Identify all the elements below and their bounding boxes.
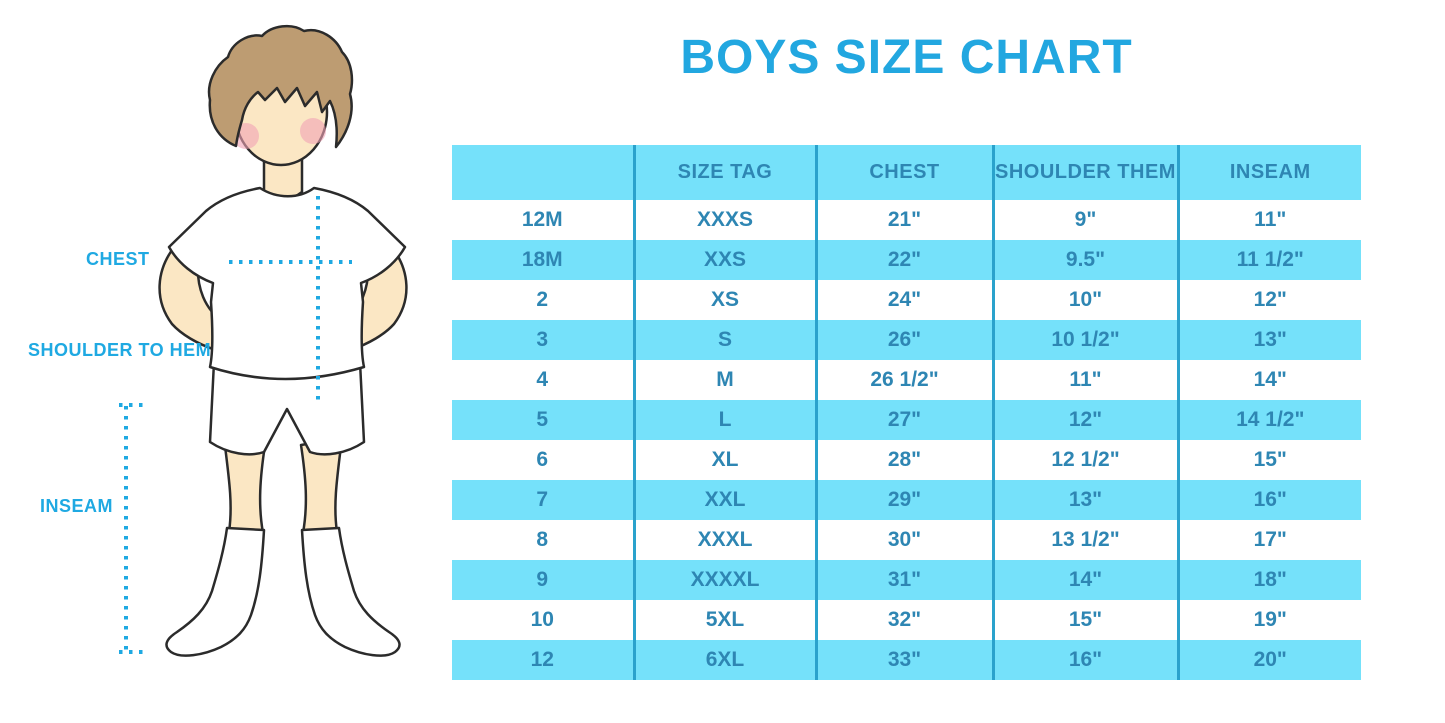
- size-cell: 26": [814, 320, 993, 360]
- size-cell: 6XL: [632, 640, 816, 680]
- size-cell: 9.5": [991, 240, 1178, 280]
- size-cell: 14 1/2": [1176, 400, 1361, 440]
- size-table-header-row: SIZE TAG CHEST SHOULDER THEM INSEAM: [452, 145, 1361, 200]
- size-cell: 6: [536, 448, 549, 471]
- size-cell: 12": [1176, 280, 1361, 320]
- size-cell: 12 1/2": [991, 440, 1178, 480]
- size-row: 18M XXS 22" 9.5" 11 1/2": [452, 240, 1361, 280]
- size-cell: 13": [1176, 320, 1361, 360]
- size-row: 8 XXXL 30" 13 1/2" 17": [452, 520, 1361, 560]
- size-row: 4 M 26 1/2" 11" 14": [452, 360, 1361, 400]
- chest-label: CHEST: [86, 249, 150, 269]
- size-cell: 17": [1176, 520, 1361, 560]
- header-cell-size-tag: SIZE TAG: [632, 145, 816, 200]
- size-cell: S: [632, 320, 816, 360]
- size-cell: 8: [536, 528, 549, 551]
- page-title: BOYS SIZE CHART: [680, 31, 1133, 84]
- size-cell: 5XL: [632, 600, 816, 640]
- size-cell: 21": [814, 200, 993, 240]
- shoulder-to-hem-label: SHOULDER TO HEM: [28, 340, 212, 360]
- size-cell: 30": [814, 520, 993, 560]
- size-row: 3 S 26" 10 1/2" 13": [452, 320, 1361, 360]
- size-row: 12M XXXS 21" 9" 11": [452, 200, 1361, 240]
- size-cell: 12": [991, 400, 1178, 440]
- size-cell: XL: [632, 440, 816, 480]
- size-row: 10 5XL 32" 15" 19": [452, 600, 1361, 640]
- size-table-body: 12M XXXS 21" 9" 11" 18M XXS 22" 9.5" 11 1/2" 2 XS 24…: [452, 200, 1361, 680]
- size-cell: 11": [991, 360, 1178, 400]
- size-cell: 3: [452, 320, 634, 360]
- boy-right-cheek: [300, 118, 326, 144]
- size-cell: 11": [1176, 200, 1361, 240]
- size-cell: 16": [1176, 480, 1361, 520]
- size-row: 9 XXXXL 31" 14" 18": [452, 560, 1361, 600]
- size-cell: M: [632, 360, 816, 400]
- size-cell: 27": [814, 400, 993, 440]
- boy-shirt: [167, 186, 407, 381]
- size-cell: 20": [1176, 640, 1361, 680]
- size-row: 2 XS 24" 10" 12": [452, 280, 1361, 320]
- size-cell: 7: [452, 480, 634, 520]
- header-cell-blank: [452, 145, 634, 200]
- size-cell: 13 1/2": [991, 520, 1178, 560]
- size-cell: 18": [1176, 560, 1361, 600]
- size-cell: XXS: [632, 240, 816, 280]
- size-cell: 22": [814, 240, 993, 280]
- boy-left-arm: [158, 244, 226, 352]
- size-cell: 13": [991, 480, 1178, 520]
- boy-hair: [207, 24, 354, 149]
- size-cell: 4: [536, 368, 549, 391]
- size-row: 12 6XL 33" 16" 20": [452, 640, 1361, 680]
- size-cell: 33": [814, 640, 993, 680]
- inseam-label: INSEAM: [40, 496, 114, 516]
- size-cell: 16": [991, 640, 1178, 680]
- size-cell: 10": [991, 280, 1178, 320]
- size-cell: 14": [991, 560, 1178, 600]
- boy-right-sock: [300, 526, 401, 657]
- size-cell: XXXS: [632, 200, 816, 240]
- size-cell: XXXL: [632, 520, 816, 560]
- size-cell: 28": [814, 440, 993, 480]
- size-cell: 26 1/2": [814, 360, 993, 400]
- size-table: SIZE TAG CHEST SHOULDER THEM INSEAM 12M X…: [452, 145, 1361, 680]
- size-cell: XS: [632, 280, 816, 320]
- size-cell: 5: [452, 400, 634, 440]
- size-row: 7 XXL 29" 13" 16": [452, 480, 1361, 520]
- size-cell: L: [632, 400, 816, 440]
- size-cell: 15": [1176, 440, 1361, 480]
- size-row: 6 XL 28" 12 1/2" 15": [452, 440, 1361, 480]
- size-cell: 31": [814, 560, 993, 600]
- boy-illustration: [119, 24, 408, 657]
- boy-shorts: [208, 360, 366, 456]
- size-cell: 11 1/2": [1176, 240, 1361, 280]
- size-cell: XXXXL: [632, 560, 816, 600]
- size-cell: 14": [1176, 360, 1361, 400]
- size-cell: 9: [452, 560, 634, 600]
- size-cell: 2: [536, 288, 549, 311]
- size-row: 5 L 27" 12" 14 1/2": [452, 400, 1361, 440]
- size-cell: 32": [814, 600, 993, 640]
- size-cell: XXL: [632, 480, 816, 520]
- size-cell: 10: [530, 608, 554, 631]
- size-cell: 24": [814, 280, 993, 320]
- header-cell-chest: CHEST: [814, 145, 993, 200]
- size-cell: 29": [814, 480, 993, 520]
- size-cell: 9": [991, 200, 1178, 240]
- size-cell: 15": [991, 600, 1178, 640]
- size-cell: 12M: [521, 208, 563, 231]
- size-cell: 10 1/2": [991, 320, 1178, 360]
- size-cell: 19": [1176, 600, 1361, 640]
- header-cell-shoulder-them: SHOULDER THEM: [991, 145, 1178, 200]
- boy-left-sock: [165, 526, 266, 657]
- size-cell: 18M: [452, 240, 634, 280]
- size-cell: 12: [452, 640, 634, 680]
- header-cell-inseam: INSEAM: [1176, 145, 1361, 200]
